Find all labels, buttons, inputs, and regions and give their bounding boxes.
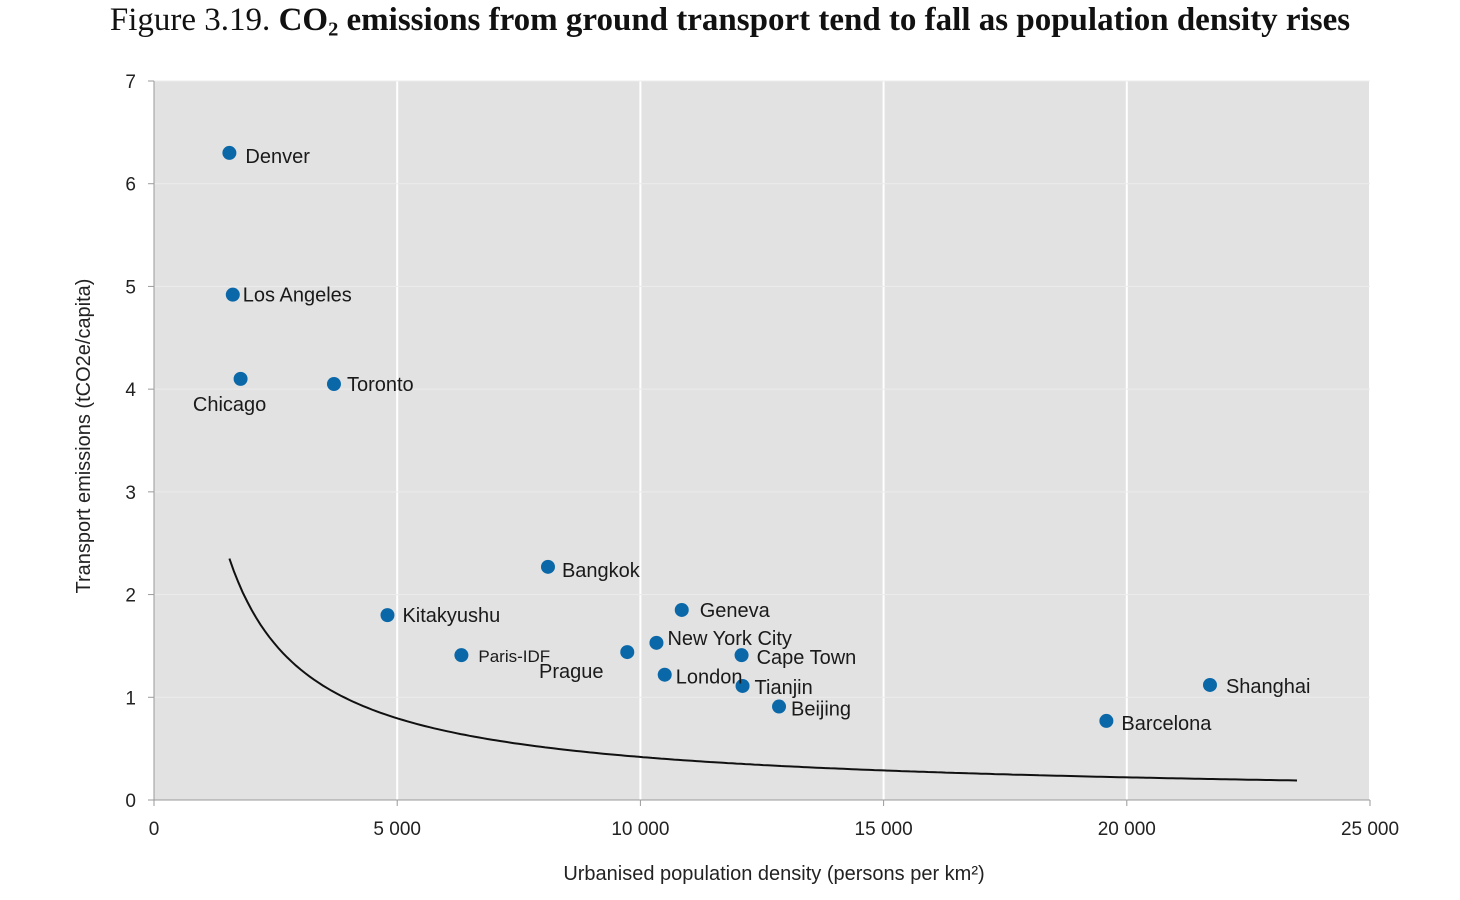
- y-tick-label: 0: [125, 791, 136, 812]
- y-tick-label: 1: [125, 688, 136, 709]
- label-barcelona: Barcelona: [1121, 713, 1212, 735]
- x-tick-label: 5 000: [373, 819, 421, 840]
- trend-line: [228, 558, 1298, 782]
- y-axis-label: Transport emissions (tCO2e/capita): [73, 279, 95, 594]
- point-cape-town[interactable]: [734, 648, 749, 663]
- label-london: London: [676, 667, 743, 689]
- figure-number: Figure 3.19.: [109, 2, 271, 38]
- label-cape-town: Cape Town: [757, 647, 857, 669]
- y-tick-label: 5: [125, 277, 136, 298]
- data-points: [222, 145, 1217, 728]
- label-chicago: Chicago: [193, 394, 266, 416]
- point-kitakyushu[interactable]: [380, 608, 395, 623]
- point-geneva[interactable]: [674, 602, 689, 617]
- x-tick-label: 20 000: [1098, 819, 1156, 840]
- label-toronto: Toronto: [347, 374, 414, 396]
- label-tianjin: Tianjin: [755, 677, 813, 699]
- point-los-angeles[interactable]: [225, 287, 240, 302]
- label-new-york-city: New York City: [667, 628, 792, 650]
- x-axis-label: Urbanised population density (persons pe…: [563, 863, 984, 885]
- x-tick-label: 10 000: [611, 819, 669, 840]
- label-beijing: Beijing: [791, 699, 851, 721]
- label-kitakyushu: Kitakyushu: [402, 605, 500, 627]
- y-tick-label: 2: [125, 586, 136, 607]
- label-bangkok: Bangkok: [562, 560, 641, 582]
- x-axis-ticks: 0 5 000 10 000 15 000 20 000 25 000: [149, 800, 1399, 840]
- x-tick-label: 15 000: [855, 819, 913, 840]
- point-denver[interactable]: [222, 145, 237, 160]
- label-shanghai: Shanghai: [1226, 676, 1311, 698]
- y-tick-label: 6: [125, 175, 136, 196]
- point-tianjin[interactable]: [735, 678, 750, 693]
- label-paris-idf: Paris-IDF: [478, 647, 550, 666]
- plot-area: [154, 81, 1370, 800]
- point-london[interactable]: [657, 667, 672, 682]
- point-bangkok[interactable]: [540, 559, 555, 574]
- point-shanghai[interactable]: [1202, 677, 1217, 692]
- y-tick-label: 4: [125, 380, 136, 401]
- label-prague: Prague: [539, 661, 604, 683]
- point-toronto[interactable]: [326, 377, 341, 392]
- point-prague[interactable]: [620, 645, 635, 660]
- chart-title: Figure 3.19. CO2 emissions from ground t…: [0, 2, 1460, 41]
- y-tick-label: 7: [125, 72, 136, 93]
- point-chicago[interactable]: [233, 371, 248, 386]
- point-beijing[interactable]: [772, 699, 787, 714]
- point-new-york-city[interactable]: [649, 635, 664, 650]
- label-los-angeles: Los Angeles: [243, 285, 352, 307]
- title-text: CO2 emissions from ground transport tend…: [278, 2, 1351, 41]
- label-denver: Denver: [245, 146, 310, 168]
- x-tick-label: 0: [149, 819, 160, 840]
- point-labels: Denver Los Angeles Chicago Toronto Kitakyush…: [193, 146, 1311, 735]
- point-paris-idf[interactable]: [454, 648, 469, 663]
- x-tick-label: 25 000: [1341, 819, 1399, 840]
- label-geneva: Geneva: [700, 600, 771, 622]
- gridlines: [154, 80, 1371, 800]
- y-axis-ticks: 0 1 2 3 4 5 6 7: [125, 72, 154, 812]
- point-barcelona[interactable]: [1099, 713, 1114, 728]
- y-tick-label: 3: [125, 483, 136, 504]
